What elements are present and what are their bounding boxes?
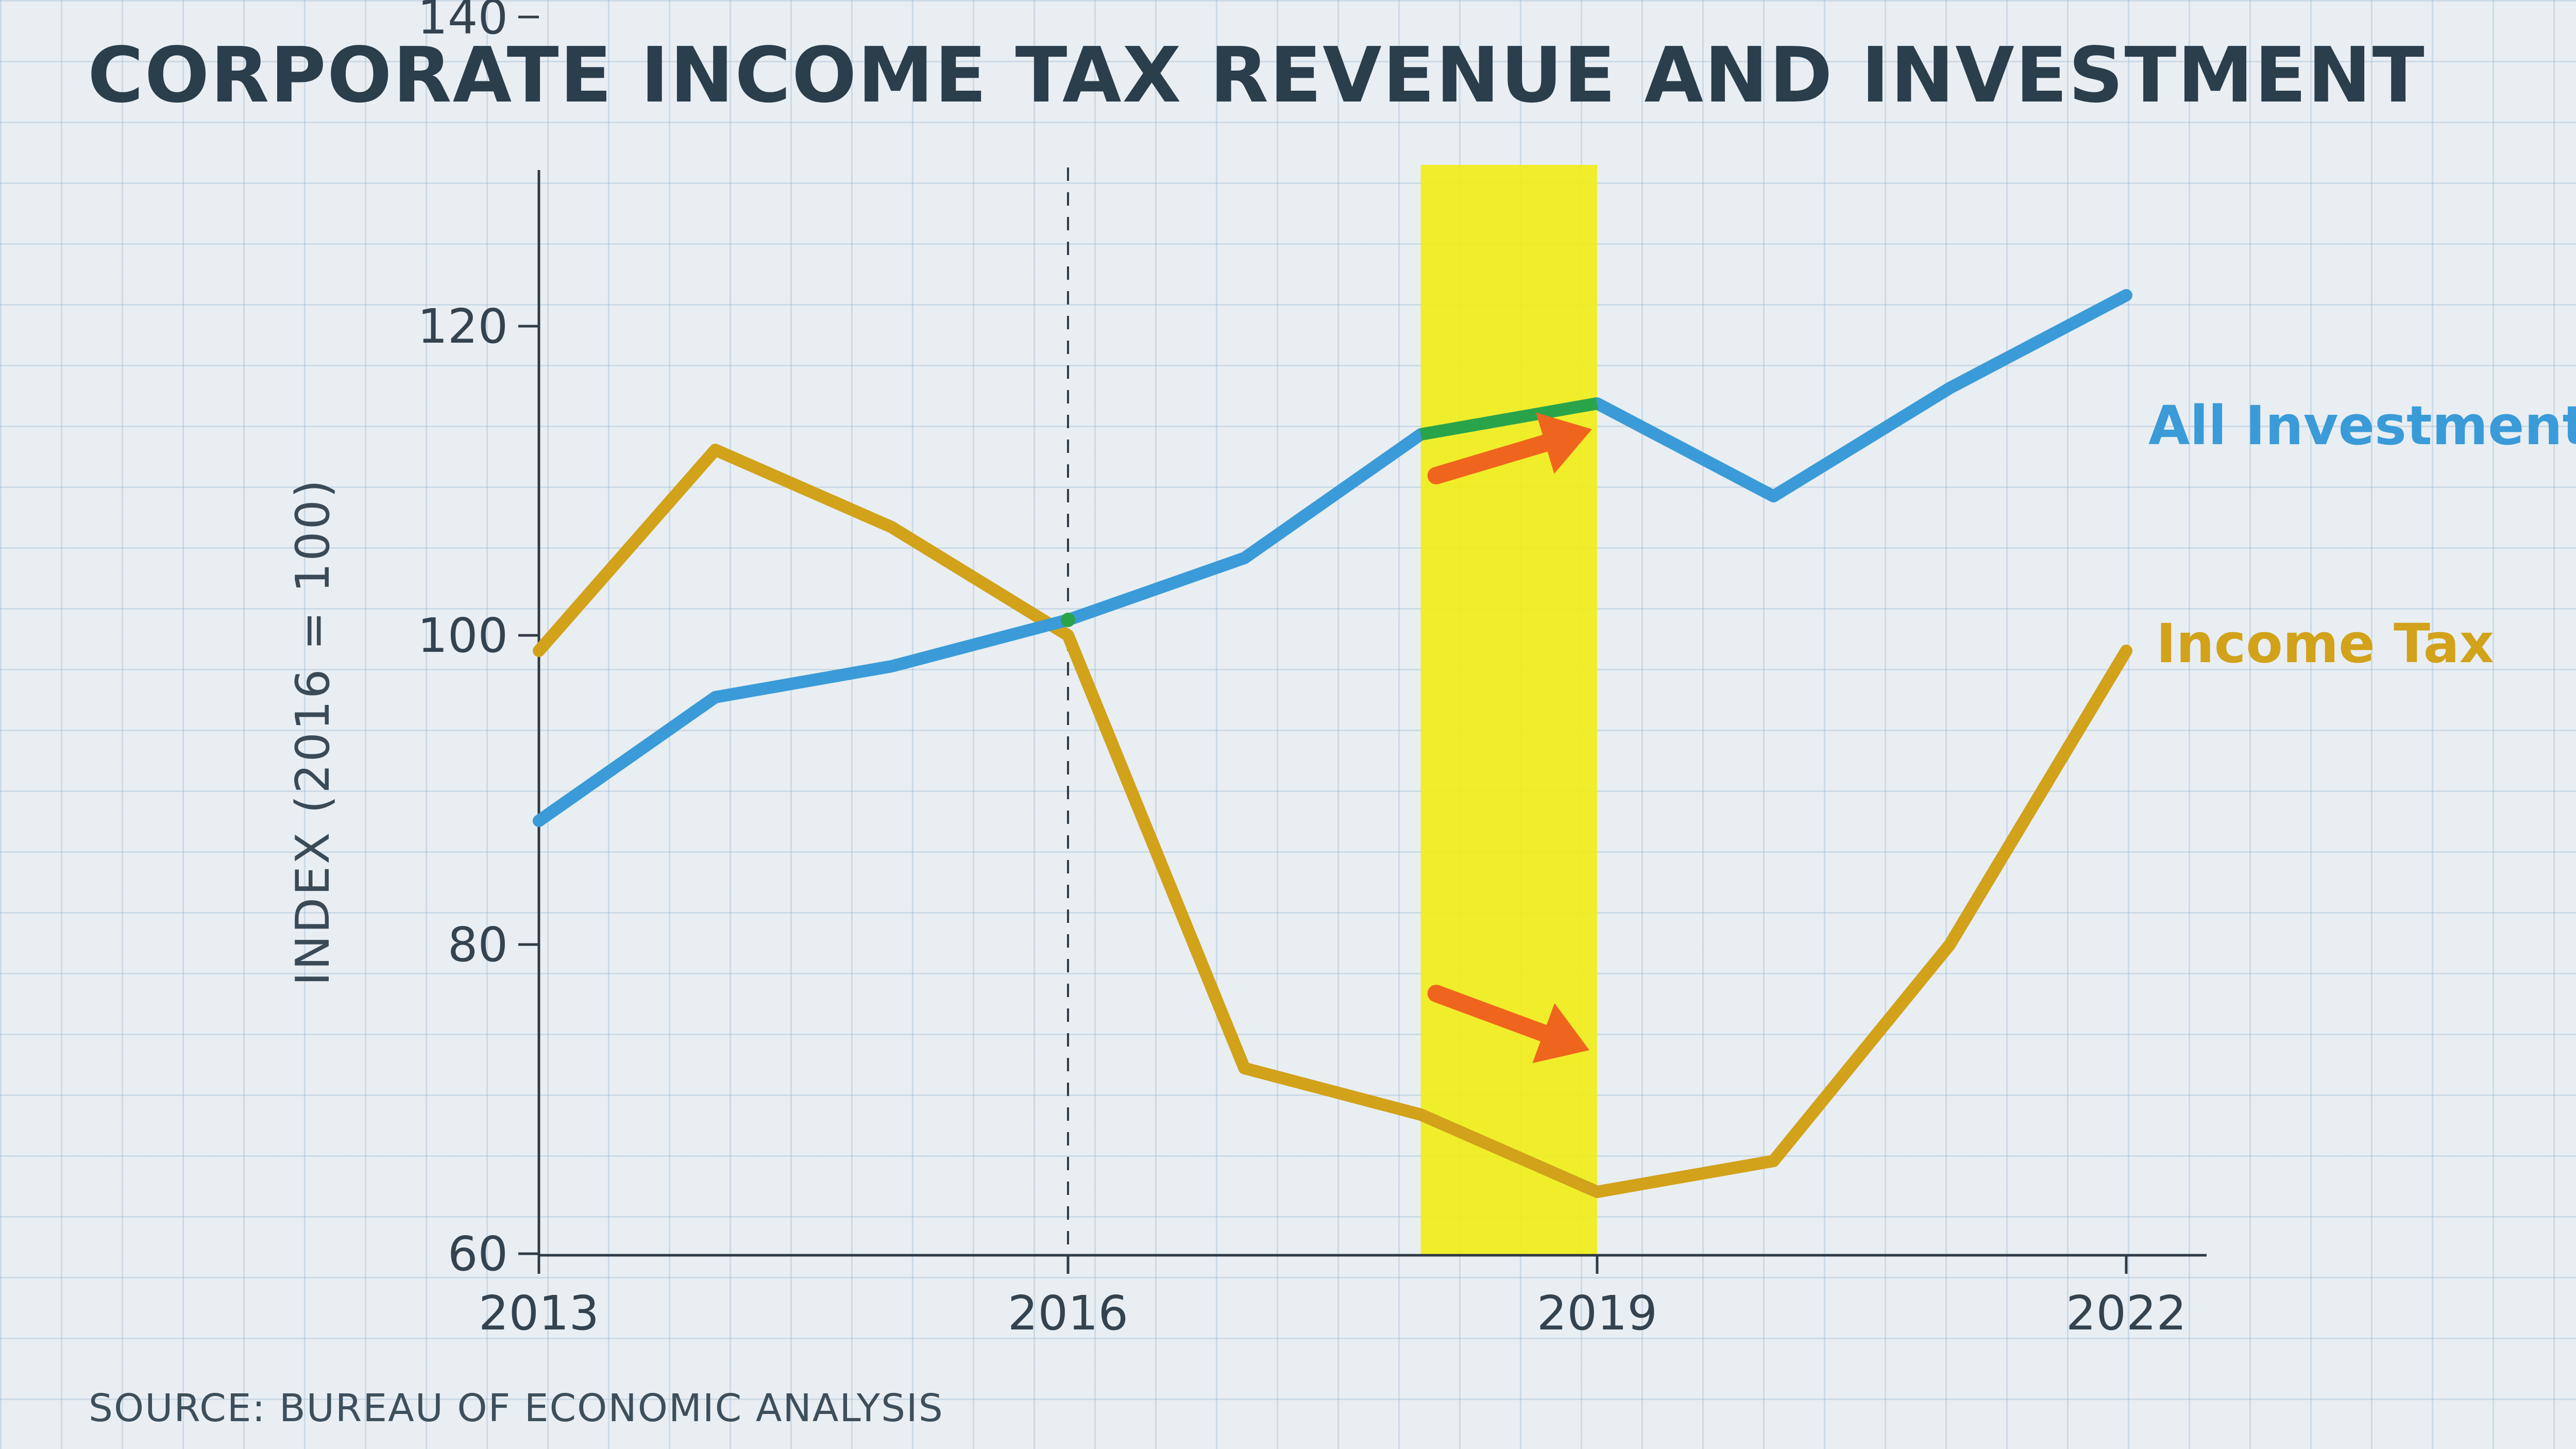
income-tax-line	[533, 444, 2132, 1198]
source-note: SOURCE: BUREAU OF ECONOMIC ANALYSIS	[89, 1386, 944, 1430]
arrow-down-right	[1427, 985, 1589, 1064]
all-investment-line	[533, 289, 2132, 827]
income-tax-label: Income Tax	[2156, 612, 2494, 675]
x-tick-label: 2016	[1008, 1286, 1128, 1341]
x-tick-label: 2013	[479, 1286, 599, 1341]
intersection-point	[1061, 613, 1075, 627]
y-tick-label: 140	[417, 0, 508, 45]
chart-title: CORPORATE INCOME TAX REVENUE AND INVESTM…	[88, 31, 2426, 120]
y-tick-label: 80	[448, 917, 508, 972]
y-tick-label: 60	[448, 1226, 508, 1282]
y-tick-label: 100	[417, 608, 508, 663]
investment-highlight-segment	[1419, 397, 1599, 441]
x-tick-label: 2022	[2066, 1286, 2187, 1341]
y-axis-title: INDEX (2016 = 100)	[286, 478, 340, 986]
y-tick-label: 120	[417, 299, 508, 354]
x-tick-label: 2019	[1537, 1286, 1657, 1341]
arrow-up-right	[1427, 412, 1592, 484]
all-investment-label: All Investment	[2148, 394, 2576, 457]
highlight-band	[1420, 165, 1597, 1255]
